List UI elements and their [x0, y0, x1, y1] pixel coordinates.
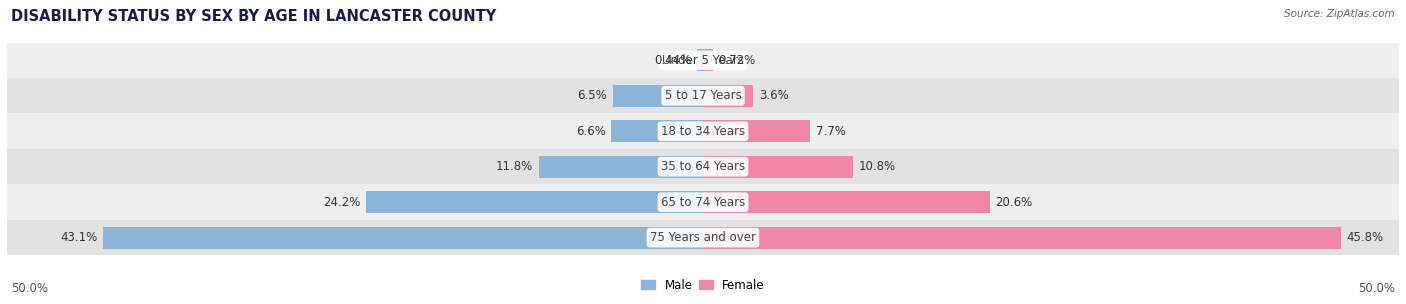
Text: 75 Years and over: 75 Years and over [650, 231, 756, 244]
Text: 35 to 64 Years: 35 to 64 Years [661, 160, 745, 173]
Text: 65 to 74 Years: 65 to 74 Years [661, 196, 745, 209]
Legend: Male, Female: Male, Female [637, 274, 769, 296]
Text: 0.44%: 0.44% [654, 54, 692, 67]
Bar [538, 156, 703, 178]
Bar [703, 191, 990, 213]
Text: 3.6%: 3.6% [759, 89, 789, 102]
Bar [613, 85, 703, 107]
Text: 10.8%: 10.8% [859, 160, 896, 173]
Text: 7.7%: 7.7% [815, 125, 845, 138]
Text: 11.8%: 11.8% [496, 160, 533, 173]
Text: 6.5%: 6.5% [578, 89, 607, 102]
Text: 24.2%: 24.2% [323, 196, 360, 209]
Text: Source: ZipAtlas.com: Source: ZipAtlas.com [1284, 9, 1395, 19]
Bar [7, 78, 1399, 113]
Text: 20.6%: 20.6% [995, 196, 1032, 209]
Bar [103, 227, 703, 249]
Text: 18 to 34 Years: 18 to 34 Years [661, 125, 745, 138]
Bar [612, 120, 703, 142]
Text: 5 to 17 Years: 5 to 17 Years [665, 89, 741, 102]
Bar [7, 113, 1399, 149]
Bar [7, 149, 1399, 185]
Bar [7, 43, 1399, 78]
Text: DISABILITY STATUS BY SEX BY AGE IN LANCASTER COUNTY: DISABILITY STATUS BY SEX BY AGE IN LANCA… [11, 9, 496, 24]
Bar [7, 220, 1399, 255]
Bar [703, 156, 853, 178]
Text: 43.1%: 43.1% [60, 231, 97, 244]
Text: 45.8%: 45.8% [1346, 231, 1384, 244]
Bar [703, 120, 810, 142]
Text: 50.0%: 50.0% [11, 282, 48, 295]
Bar [697, 49, 703, 71]
Bar [703, 227, 1340, 249]
Bar [366, 191, 703, 213]
Bar [7, 185, 1399, 220]
Text: 50.0%: 50.0% [1358, 282, 1395, 295]
Text: 0.72%: 0.72% [718, 54, 756, 67]
Text: Under 5 Years: Under 5 Years [662, 54, 744, 67]
Bar [703, 49, 713, 71]
Bar [703, 85, 754, 107]
Text: 6.6%: 6.6% [575, 125, 606, 138]
